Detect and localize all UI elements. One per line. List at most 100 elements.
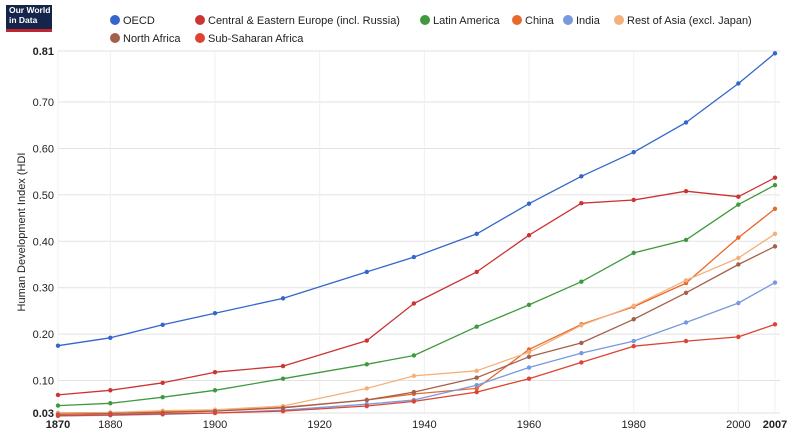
chart-legend: OECD Central & Eastern Europe (incl. Russ… [110,15,752,45]
x-tick-label: 1900 [203,419,227,431]
data-point [474,368,479,373]
data-point [526,302,532,308]
gridlines [57,50,780,414]
legend-item-central-eastern-europe-incl-russia: Central & Eastern Europe (incl. Russia) [195,15,400,27]
data-point [631,250,636,256]
data-point [55,413,61,418]
data-point [736,300,741,306]
data-point [526,233,532,238]
data-point [772,244,778,249]
x-tick-label: 1920 [307,419,331,431]
legend-swatch [563,15,573,25]
data-point [772,231,778,237]
data-point [579,350,584,356]
data-point [736,262,741,267]
legend-item-rest-of-asia-excl-japan: Rest of Asia (excl. Japan) [614,15,752,27]
data-point [736,334,741,340]
series-lines [55,51,778,418]
legend-swatch [195,15,205,25]
data-point [736,235,741,240]
data-point [212,388,218,393]
data-point [736,81,741,86]
legend-label: North Africa [123,33,181,45]
data-point [411,254,417,260]
data-point [212,410,218,416]
data-point [579,201,584,206]
y-tick-label: 0.10 [33,376,54,388]
data-point [579,279,584,284]
legend-item-oecd: OECD [110,15,155,27]
series-sub-saharan-africa [55,322,778,418]
data-point [108,335,113,341]
data-point [474,375,479,380]
legend-swatch [512,15,522,25]
data-point [579,323,584,328]
data-point [772,322,778,327]
data-point [55,343,61,348]
legend-label: Rest of Asia (excl. Japan) [627,15,752,27]
data-point [364,362,369,367]
legend-label: Latin America [433,15,501,27]
data-point [631,197,636,203]
data-point [526,376,532,381]
x-tick-label: 1980 [621,419,645,431]
legend-swatch [614,15,624,25]
data-point [474,231,479,237]
y-tick-label: 0.30 [33,283,54,295]
data-point [526,365,532,370]
legend-label: OECD [123,15,155,27]
data-point [736,194,741,199]
data-point [772,182,778,188]
data-point [108,388,113,393]
x-tick-label: 2000 [726,419,750,431]
series-oecd [55,51,778,348]
series-latin-america [55,182,778,408]
data-point [579,340,584,346]
data-point [280,405,286,411]
data-point [411,399,417,404]
data-point [683,290,689,295]
y-tick-label: 0.70 [33,97,54,109]
data-point [772,175,778,180]
data-point [683,338,689,344]
legend-label: Sub-Saharan Africa [208,33,304,45]
data-point [411,389,417,395]
legend-item-sub-saharan-africa: Sub-Saharan Africa [195,33,304,45]
y-tick-label: 0.60 [33,143,54,155]
data-point [683,120,689,125]
series-north-africa [55,244,778,417]
y-axis-title: Human Development Index (HDI [16,153,28,312]
data-point [772,280,778,285]
x-axis-ticks: 1870 1880 1900 1920 1940 1960 1980 2000 2007 [46,419,787,431]
data-point [160,395,165,400]
y-tick-label: 0.40 [33,236,54,248]
data-point [683,278,689,283]
x-tick-label: 2007 [763,419,787,431]
legend-swatch [110,15,120,25]
data-point [212,311,218,316]
data-point [683,237,689,243]
data-point [411,353,417,358]
data-point [55,403,61,408]
y-axis-ticks: 0.03 0.10 0.20 0.30 0.40 0.50 0.60 0.70 0.81 [33,46,54,420]
series-line-central-eastern-europe-incl-russia [57,177,776,396]
series-line-rest-of-asia-excl-japan [57,233,776,415]
data-point [474,386,479,391]
legend-label: India [576,15,601,27]
data-point [411,373,417,379]
data-point [526,201,532,206]
logo-line-2: in Data [9,15,38,25]
legend-label: China [525,15,555,27]
series-line-north-africa [57,245,776,416]
data-point [526,350,532,355]
x-tick-label: 1940 [412,419,436,431]
data-point [160,322,165,328]
legend-swatch [420,15,430,25]
data-point [55,392,61,398]
y-tick-label: 0.50 [33,190,54,202]
data-point [526,354,532,360]
legend-label: Central & Eastern Europe (incl. Russia) [208,15,400,27]
data-point [683,188,689,194]
data-point [280,408,286,414]
data-point [364,338,369,343]
